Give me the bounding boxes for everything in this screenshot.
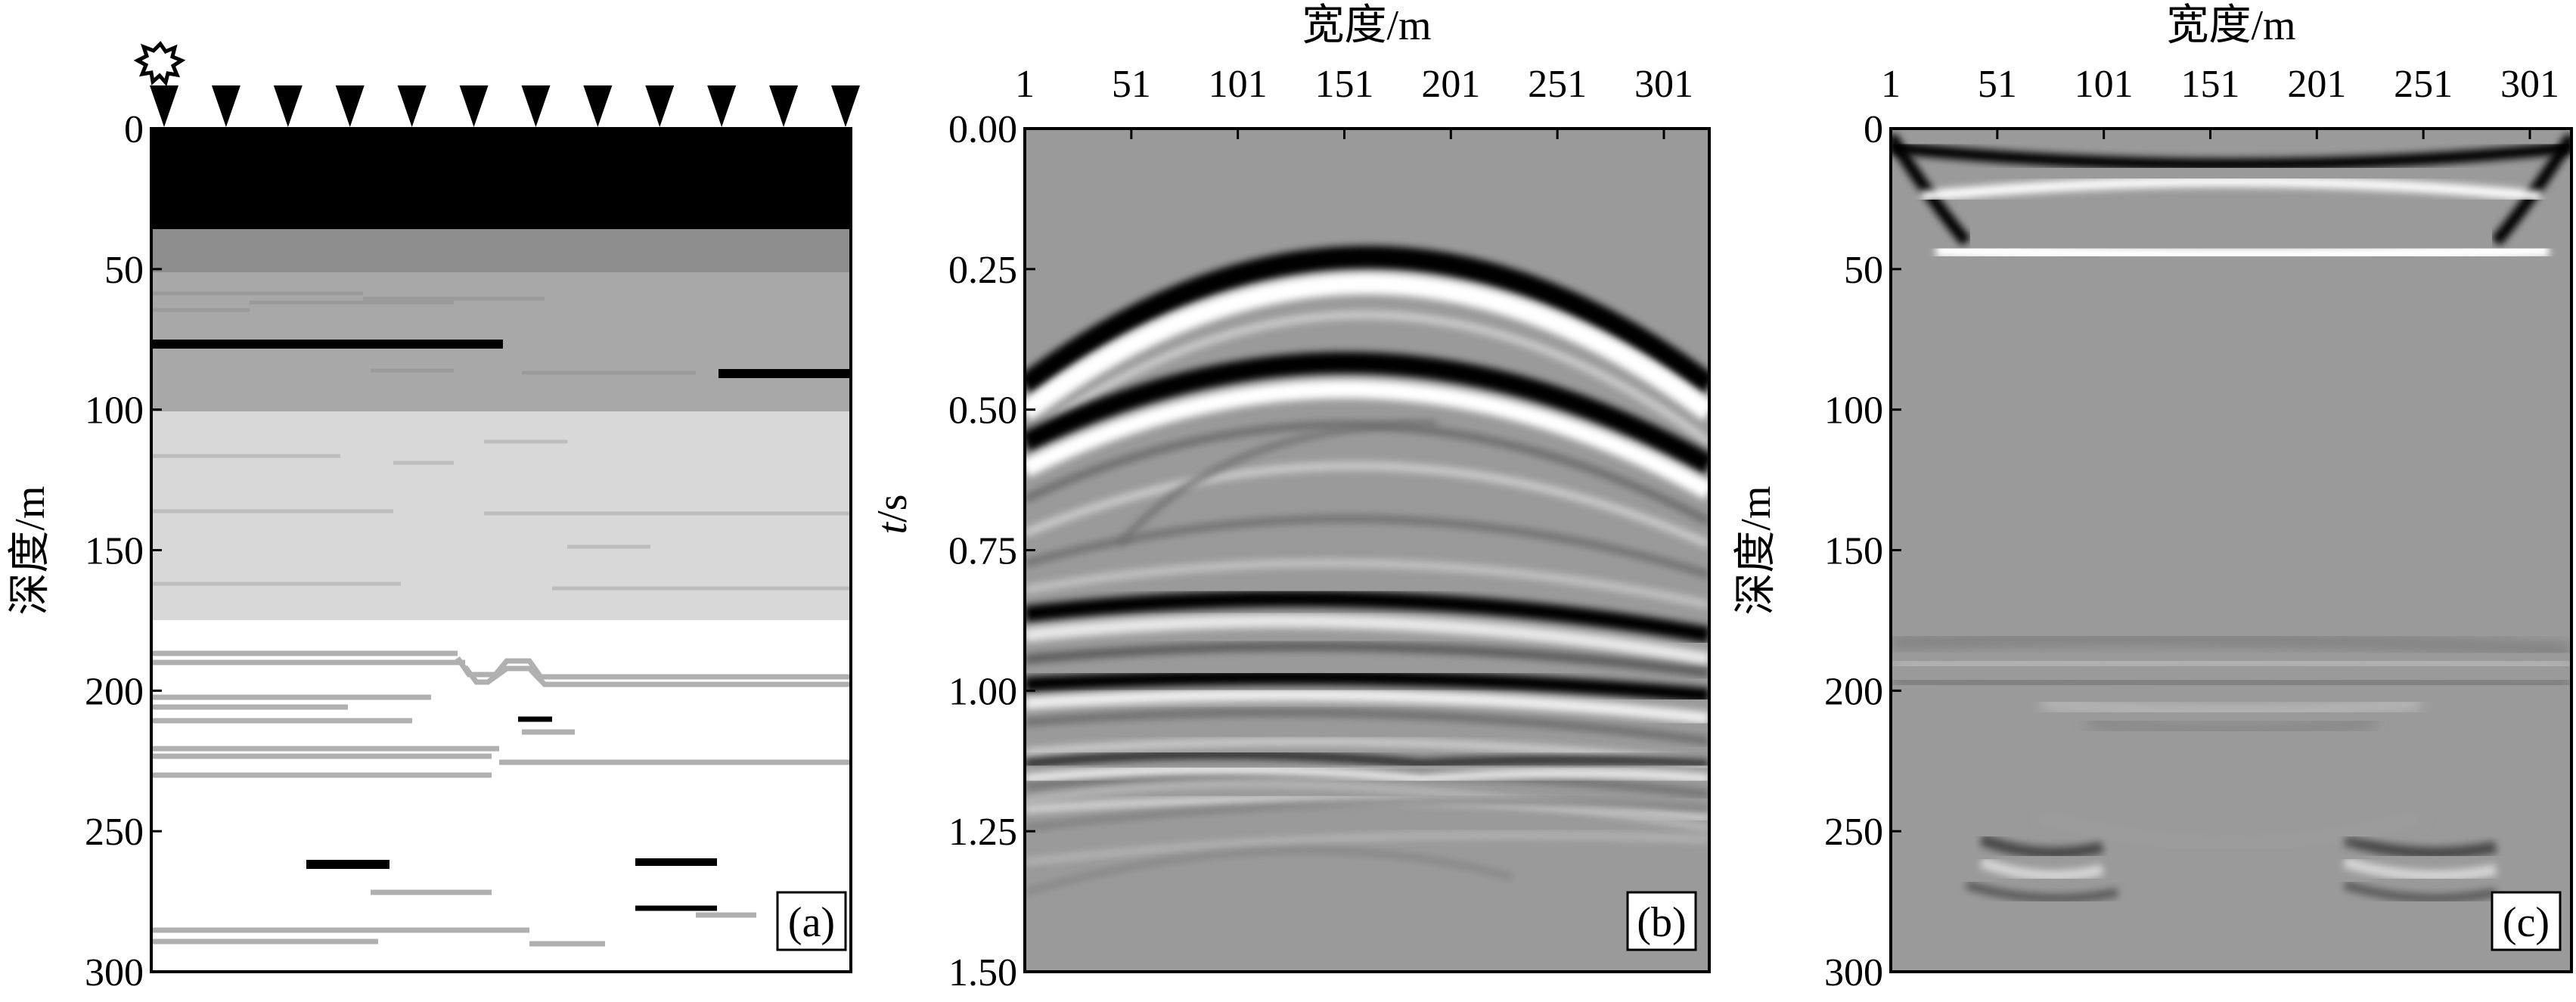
panel-c-label: (c) [2503, 899, 2550, 946]
seismic-events [1025, 246, 1709, 895]
y-tick-label: 50 [1844, 249, 1883, 292]
receiver-triangle-icon [211, 85, 241, 127]
panel-b-ylabel: t/s [869, 495, 916, 535]
receiver-triangle-icon [645, 85, 675, 127]
receiver-triangle-icon [397, 85, 427, 127]
panel-c-y-ticks: 0 50 100 150 200 250 300 [1824, 108, 1901, 994]
receiver-triangle-icon [150, 85, 178, 127]
panel-c-xlabel: 宽度/m [2166, 2, 2295, 49]
x-tick-label: 301 [1634, 63, 1693, 106]
receiver-triangle-icon [521, 85, 551, 127]
panel-b: 宽度/m [869, 2, 1711, 994]
y-tick-label: 0.75 [948, 530, 1017, 573]
x-tick-label: 101 [2075, 63, 2134, 106]
panel-a-ylabel: 深度/m [7, 485, 54, 615]
panel-b-xlabel: 宽度/m [1302, 2, 1431, 49]
panel-a-label: (a) [788, 899, 835, 946]
receiver-triangle-icon [769, 85, 799, 127]
panel-a-y-ticks: 0 50 100 150 200 250 300 [85, 108, 162, 994]
y-tick-label: 100 [85, 389, 144, 433]
panel-b-y-ticks: 0.00 0.25 0.50 0.75 1.00 1.25 1.50 [948, 108, 1035, 994]
y-tick-label: 0 [124, 108, 144, 151]
x-tick-label: 151 [1315, 63, 1374, 106]
x-tick-label: 101 [1209, 63, 1268, 106]
x-tick-label: 151 [2181, 63, 2240, 106]
y-tick-label: 200 [85, 670, 144, 713]
panel-b-x-ticks: 1 51 101 151 201 251 301 [1015, 63, 1693, 139]
y-tick-label: 50 [104, 249, 144, 292]
y-tick-label: 0.00 [948, 108, 1017, 151]
x-tick-label: 51 [1978, 63, 2017, 106]
y-tick-label: 200 [1824, 670, 1883, 713]
receiver-triangle-icon [583, 85, 613, 127]
y-tick-label: 150 [85, 530, 144, 573]
migration-events [1891, 129, 2571, 926]
receiver-triangle-icon [459, 85, 489, 127]
y-tick-label: 1.00 [948, 670, 1017, 713]
x-tick-label: 1 [1881, 63, 1901, 106]
y-tick-label: 300 [1824, 951, 1883, 994]
panel-b-label: (b) [1637, 899, 1686, 946]
panel-c-ylabel: 深度/m [1733, 485, 1780, 615]
y-tick-label: 0 [1864, 108, 1883, 151]
y-tick-label: 0.25 [948, 249, 1017, 292]
x-tick-label: 251 [1528, 63, 1587, 106]
panel-c: 宽度/m [1733, 2, 2573, 994]
y-tick-label: 1.25 [948, 811, 1017, 854]
x-tick-label: 251 [2394, 63, 2453, 106]
x-tick-label: 201 [2287, 63, 2346, 106]
starburst-icon [133, 41, 186, 87]
x-tick-label: 1 [1015, 63, 1035, 106]
panel-a: 0 50 100 150 200 250 300 深度/m (a) [7, 41, 860, 994]
panel-b-label-box [1626, 891, 1697, 951]
x-tick-label: 51 [1112, 63, 1151, 106]
panel-a-label-box [776, 891, 847, 951]
x-tick-label: 301 [2500, 63, 2559, 106]
y-tick-label: 100 [1824, 389, 1883, 433]
y-tick-label: 0.50 [948, 389, 1017, 433]
y-tick-label: 300 [85, 951, 144, 994]
y-tick-label: 150 [1824, 530, 1883, 573]
receiver-triangle-icon [335, 85, 365, 127]
light-gray-lenses [151, 439, 851, 591]
white-layer-reflectors [151, 650, 851, 947]
mid-gray-lenses [151, 291, 696, 375]
y-tick-label: 250 [85, 811, 144, 854]
layer-black-top [151, 129, 851, 229]
receiver-array [150, 85, 860, 127]
receiver-triangle-icon [831, 85, 860, 127]
panel-c-x-ticks: 1 51 101 151 201 251 301 [1881, 63, 2559, 139]
receiver-triangle-icon [273, 85, 303, 127]
layer-dark-gray [151, 229, 851, 272]
y-tick-label: 250 [1824, 811, 1883, 854]
x-tick-label: 201 [1421, 63, 1480, 106]
panel-c-background [1891, 129, 2571, 972]
panel-b-background [1025, 129, 1709, 972]
receiver-triangle-icon [707, 85, 737, 127]
panel-c-label-box [2491, 891, 2562, 951]
y-tick-label: 1.50 [948, 951, 1017, 994]
